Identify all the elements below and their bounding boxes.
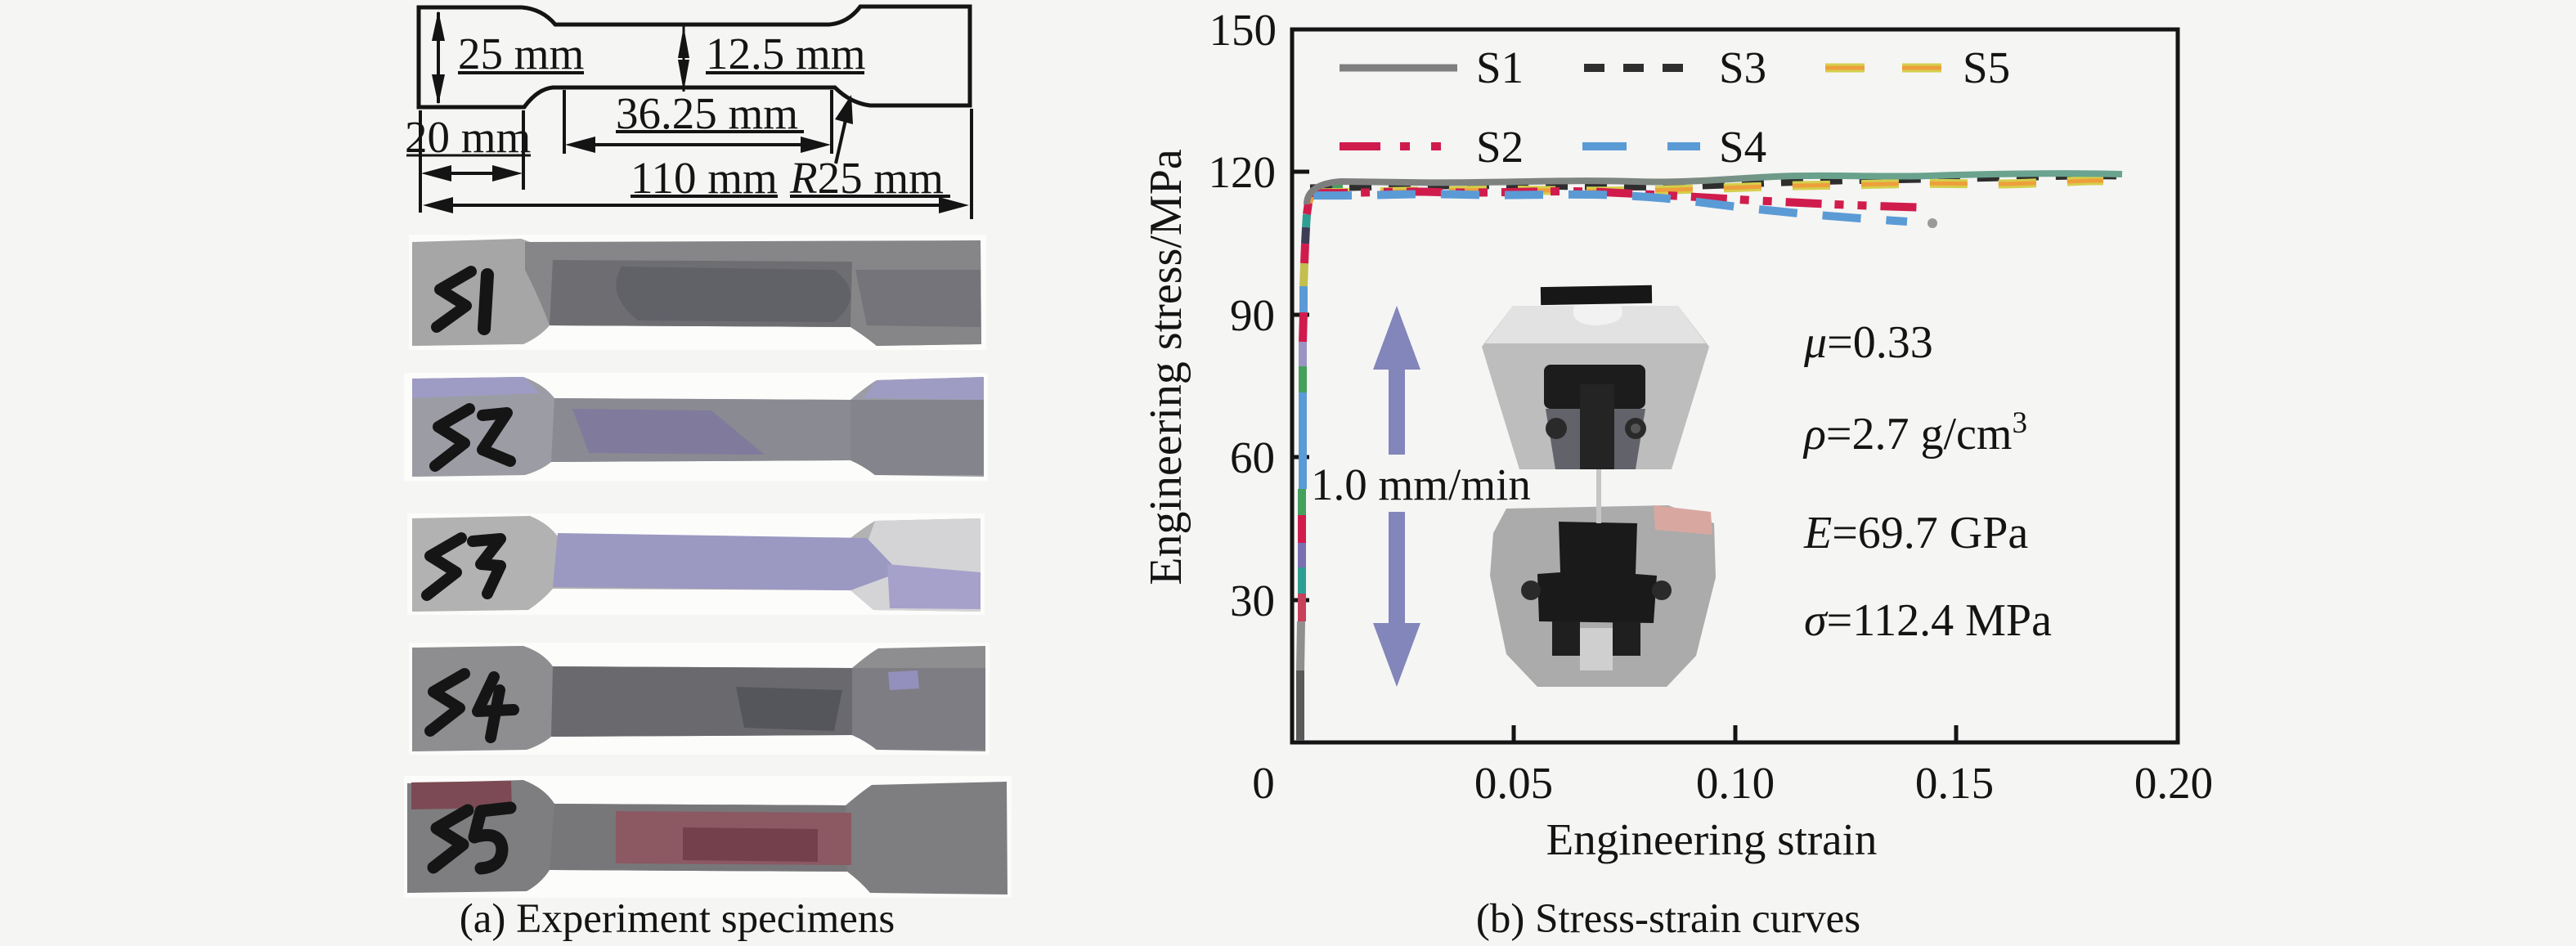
svg-text:0.20: 0.20 [2134,758,2213,808]
svg-text:R25 mm: R25 mm [789,153,944,203]
svg-text:12.5 mm: 12.5 mm [706,29,866,78]
svg-text:S2: S2 [1476,122,1524,172]
svg-text:0.15: 0.15 [1915,758,1994,808]
svg-text:120: 120 [1209,147,1277,197]
svg-text:0.10: 0.10 [1696,758,1775,808]
svg-text:60: 60 [1230,433,1275,482]
svg-text:36.25 mm: 36.25 mm [616,88,798,138]
svg-text:1.0 mm/min: 1.0 mm/min [1311,460,1531,509]
svg-text:μ=0.33: μ=0.33 [1803,317,1933,368]
svg-text:(b) Stress-strain curves: (b) Stress-strain curves [1476,896,1860,942]
svg-text:20 mm: 20 mm [405,112,531,162]
svg-text:ρ=2.7 g/cm3: ρ=2.7 g/cm3 [1802,406,2027,460]
svg-text:30: 30 [1230,576,1275,625]
svg-text:E=69.7 GPa: E=69.7 GPa [1803,508,2028,558]
svg-text:σ=112.4 MPa: σ=112.4 MPa [1804,595,2052,646]
svg-text:0.05: 0.05 [1474,758,1553,808]
svg-text:S3: S3 [1719,43,1766,92]
svg-text:S4: S4 [1719,122,1766,172]
svg-text:S5: S5 [1963,43,2010,92]
svg-text:Engineering stress/MPa: Engineering stress/MPa [1141,149,1192,585]
svg-text:150: 150 [1209,5,1277,55]
svg-text:25 mm: 25 mm [458,29,584,78]
svg-text:(a) Experiment specimens: (a) Experiment specimens [460,896,895,942]
svg-text:Engineering strain: Engineering strain [1546,814,1878,864]
svg-text:110 mm: 110 mm [631,153,778,203]
svg-text:90: 90 [1230,290,1275,340]
svg-text:0: 0 [1252,758,1275,808]
svg-text:S1: S1 [1476,43,1524,92]
